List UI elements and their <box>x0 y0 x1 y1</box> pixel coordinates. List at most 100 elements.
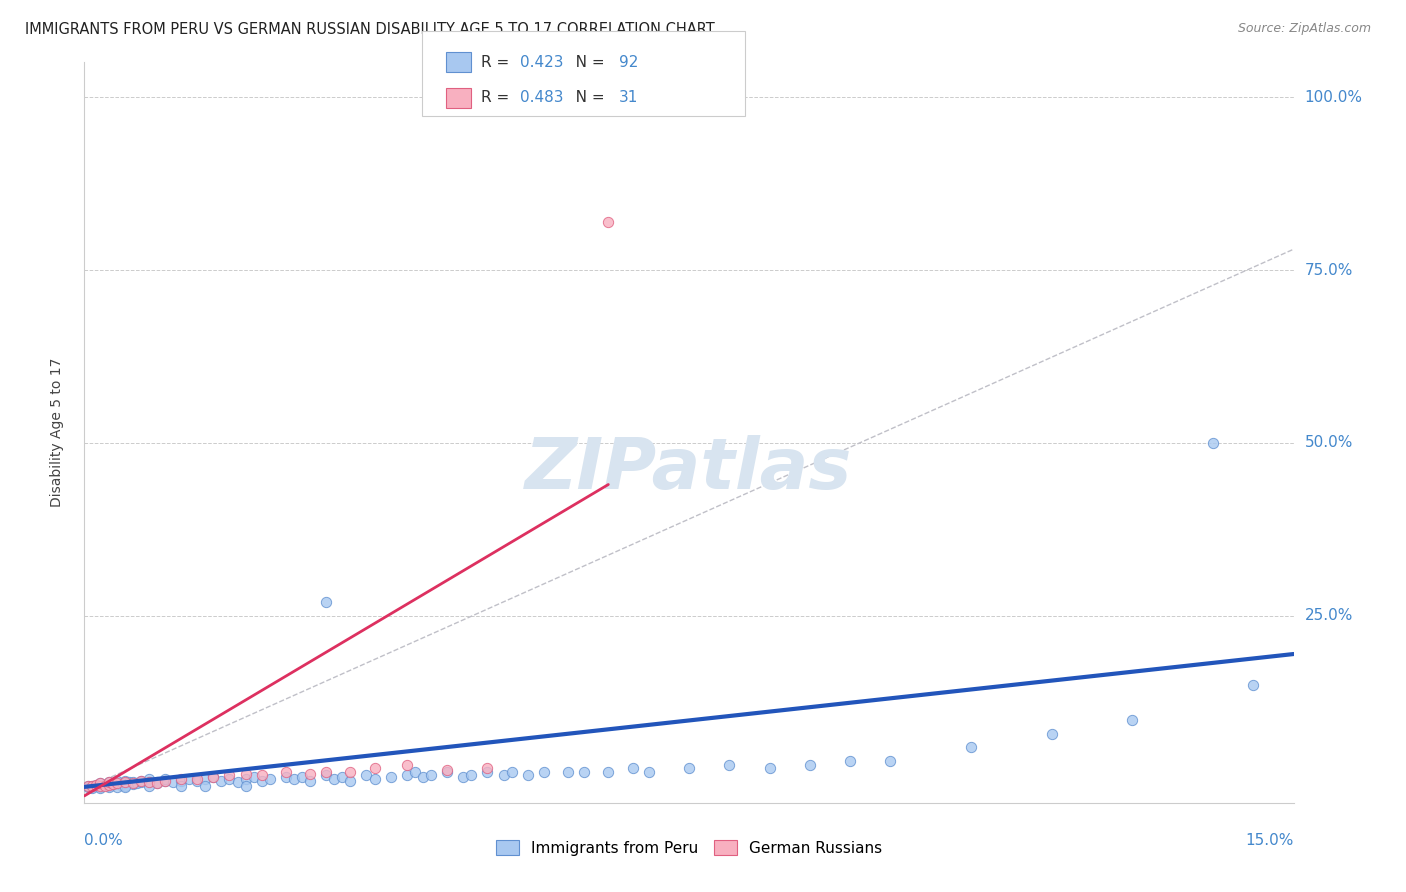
Point <box>121 775 143 789</box>
Point <box>404 764 426 779</box>
Point <box>501 764 523 779</box>
Point <box>101 777 124 791</box>
Point <box>235 779 257 793</box>
Point <box>114 779 136 793</box>
Point <box>170 772 193 786</box>
Point <box>477 764 499 779</box>
Point <box>274 770 297 784</box>
Point <box>89 779 111 793</box>
Point <box>250 773 273 788</box>
Point <box>97 775 120 789</box>
Point <box>153 773 176 788</box>
Text: 100.0%: 100.0% <box>1305 89 1362 104</box>
Point <box>129 773 152 788</box>
Point <box>339 773 361 788</box>
Point <box>89 779 111 793</box>
Point <box>283 772 305 786</box>
Point <box>114 773 136 788</box>
Point <box>436 764 458 779</box>
Point <box>129 773 152 788</box>
Point <box>138 775 160 789</box>
Point <box>118 775 141 789</box>
Point <box>395 757 418 772</box>
Point <box>97 775 120 789</box>
Point <box>138 775 160 789</box>
Point <box>235 766 257 780</box>
Text: N =: N = <box>561 90 609 105</box>
Point <box>121 776 143 790</box>
Point <box>678 761 700 775</box>
Text: Source: ZipAtlas.com: Source: ZipAtlas.com <box>1237 22 1371 36</box>
Point <box>492 768 515 782</box>
Point <box>758 761 780 775</box>
Point <box>395 768 418 782</box>
Point <box>363 772 385 786</box>
Point <box>93 778 115 792</box>
Point <box>110 778 132 792</box>
Point <box>516 768 538 782</box>
Point <box>82 779 104 793</box>
Point <box>114 775 136 789</box>
Point <box>105 776 128 790</box>
Point <box>82 779 104 793</box>
Point <box>82 780 104 795</box>
Point <box>153 773 176 788</box>
Point <box>89 776 111 790</box>
Point <box>114 780 136 794</box>
Point <box>194 772 217 786</box>
Text: IMMIGRANTS FROM PERU VS GERMAN RUSSIAN DISABILITY AGE 5 TO 17 CORRELATION CHART: IMMIGRANTS FROM PERU VS GERMAN RUSSIAN D… <box>25 22 716 37</box>
Text: 50.0%: 50.0% <box>1305 435 1353 450</box>
Point <box>460 768 482 782</box>
Point <box>291 770 314 784</box>
Point <box>557 764 579 779</box>
Point <box>299 773 322 788</box>
Point <box>86 778 108 792</box>
Point <box>153 772 176 786</box>
Point <box>1202 436 1225 450</box>
Point <box>363 761 385 775</box>
Point <box>380 770 402 784</box>
Point <box>89 776 111 790</box>
Point <box>477 761 499 775</box>
Text: 31: 31 <box>619 90 638 105</box>
Point <box>77 780 100 794</box>
Text: ZIPatlas: ZIPatlas <box>526 435 852 504</box>
Point <box>77 779 100 793</box>
Point <box>202 770 225 784</box>
Point <box>250 768 273 782</box>
Point <box>89 780 111 795</box>
Point <box>323 772 346 786</box>
Text: 15.0%: 15.0% <box>1246 833 1294 848</box>
Point <box>101 777 124 791</box>
Text: 0.483: 0.483 <box>520 90 564 105</box>
Point <box>1121 713 1143 727</box>
Point <box>209 773 232 788</box>
Point <box>97 779 120 793</box>
Point <box>259 772 281 786</box>
Text: N =: N = <box>561 54 609 70</box>
Point <box>105 776 128 790</box>
Point <box>121 777 143 791</box>
Point <box>242 770 264 784</box>
Point <box>226 775 249 789</box>
Point <box>89 780 111 794</box>
Point <box>356 768 378 782</box>
Point <box>125 776 148 790</box>
Point <box>129 775 152 789</box>
Point <box>162 775 184 789</box>
Point <box>202 770 225 784</box>
Point <box>572 764 595 779</box>
Point <box>299 766 322 780</box>
Point <box>598 764 620 779</box>
Point <box>451 770 474 784</box>
Point <box>879 754 901 768</box>
Text: R =: R = <box>481 90 515 105</box>
Point <box>186 772 208 786</box>
Point <box>718 757 741 772</box>
Text: 0.0%: 0.0% <box>84 833 124 848</box>
Text: 75.0%: 75.0% <box>1305 262 1353 277</box>
Point <box>146 776 169 790</box>
Point <box>315 764 337 779</box>
Point <box>82 780 104 794</box>
Point <box>274 764 297 779</box>
